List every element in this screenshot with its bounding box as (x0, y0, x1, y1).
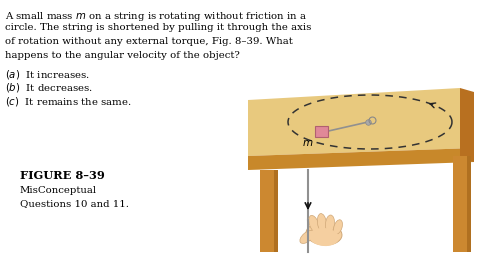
Ellipse shape (308, 228, 338, 246)
Polygon shape (459, 88, 473, 162)
Bar (452, 156, 466, 252)
Polygon shape (248, 88, 473, 156)
Text: Questions 10 and 11.: Questions 10 and 11. (20, 199, 129, 208)
Text: of rotation without any external torque, Fig. 8–39. What: of rotation without any external torque,… (5, 37, 292, 46)
Polygon shape (248, 148, 473, 170)
Ellipse shape (333, 220, 342, 234)
Text: FIGURE 8–39: FIGURE 8–39 (20, 170, 105, 181)
Text: $(b)$  It decreases.: $(b)$ It decreases. (5, 81, 93, 94)
Ellipse shape (317, 214, 326, 232)
Bar (274, 170, 277, 252)
Ellipse shape (305, 223, 341, 245)
Text: $(a)$  It increases.: $(a)$ It increases. (5, 68, 90, 81)
Text: happens to the angular velocity of the object?: happens to the angular velocity of the o… (5, 50, 239, 59)
Bar (260, 170, 274, 252)
Text: $(c)$  It remains the same.: $(c)$ It remains the same. (5, 95, 132, 108)
Text: MisConceptual: MisConceptual (20, 186, 97, 195)
Ellipse shape (325, 215, 334, 233)
Bar (315, 125, 328, 136)
Text: circle. The string is shortened by pulling it through the axis: circle. The string is shortened by pulli… (5, 24, 311, 33)
Ellipse shape (299, 231, 313, 243)
Text: A small mass $m$ on a string is rotating without friction in a: A small mass $m$ on a string is rotating… (5, 10, 306, 23)
Ellipse shape (308, 215, 319, 233)
Text: $m$: $m$ (301, 137, 313, 147)
Bar (466, 156, 470, 252)
